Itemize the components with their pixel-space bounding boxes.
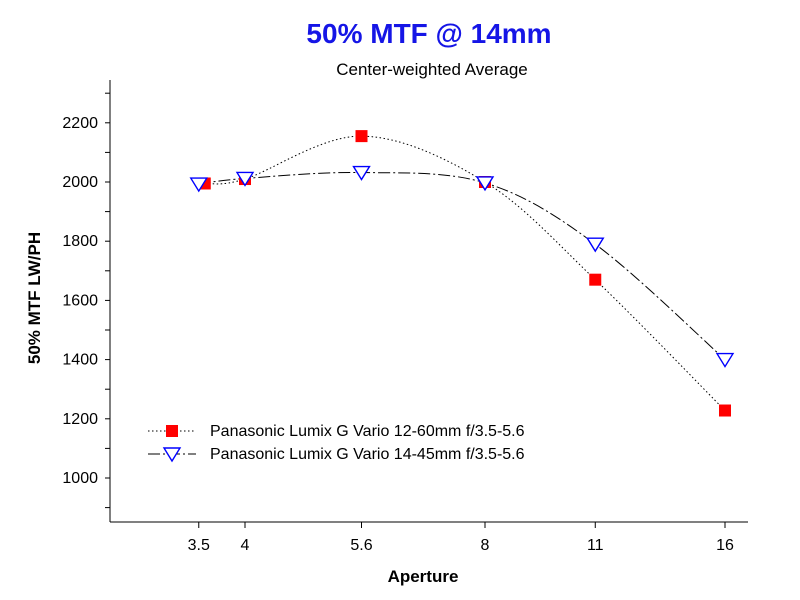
- x-tick-label: 4: [241, 537, 250, 554]
- series-2-point: [235, 171, 255, 187]
- y-tick-label: 1400: [62, 352, 98, 369]
- series-1-point: [719, 404, 731, 417]
- series-2-point: [189, 177, 209, 193]
- series-1-line: [204, 135, 726, 411]
- legend-marker-1: [166, 425, 178, 437]
- x-tick-label: 16: [716, 537, 734, 554]
- y-tick-label: 2000: [62, 174, 98, 191]
- x-tick-label: 5.6: [350, 537, 372, 554]
- series-2-point: [586, 237, 605, 253]
- series-2-point: [475, 176, 495, 192]
- legend-marker-2: [162, 447, 182, 463]
- series-markers: [189, 130, 735, 417]
- series-2-line: [198, 171, 726, 360]
- series-2-point: [352, 165, 371, 181]
- series-curves: [198, 135, 726, 411]
- y-tick-label: 2200: [62, 115, 98, 132]
- axes: 1000 1200 1400 1600 1800 2000 2200 3.5 4 5.6 8 11 16: [62, 80, 748, 554]
- y-tick-label: 1800: [62, 233, 98, 250]
- series-1-point: [589, 273, 602, 286]
- series-2-point: [715, 352, 735, 368]
- x-tick-label: 11: [587, 537, 604, 554]
- legend: Panasonic Lumix G Vario 12-60mm f/3.5-5.…: [148, 423, 525, 463]
- x-tick-label: 8: [481, 537, 490, 554]
- x-axis-label: Aperture: [388, 567, 459, 586]
- y-tick-label: 1600: [62, 292, 98, 309]
- y-tick-label: 1000: [62, 470, 98, 487]
- legend-label-1: Panasonic Lumix G Vario 12-60mm f/3.5-5.…: [210, 423, 525, 440]
- chart-subtitle: Center-weighted Average: [336, 60, 528, 79]
- y-axis-label: 50% MTF LW/PH: [25, 232, 44, 364]
- y-tick-label: 1200: [62, 411, 98, 428]
- legend-label-2: Panasonic Lumix G Vario 14-45mm f/3.5-5.…: [210, 446, 525, 463]
- series-1-point: [355, 130, 368, 143]
- chart-title: 50% MTF @ 14mm: [306, 18, 551, 49]
- x-tick-label: 3.5: [188, 537, 210, 554]
